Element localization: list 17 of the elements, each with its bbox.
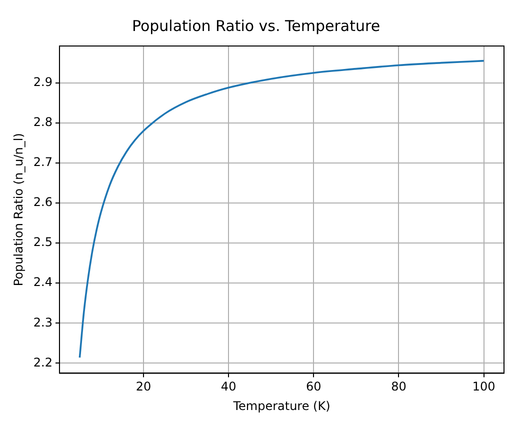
x-tick-label: 40 <box>220 380 236 394</box>
y-axis-title: Population Ratio (n_u/n_l) <box>11 133 26 286</box>
x-tick-label: 80 <box>391 380 406 394</box>
x-tick-label: 100 <box>472 380 496 394</box>
y-tick-label: 2.5 <box>33 235 52 250</box>
y-tick-label: 2.3 <box>33 315 52 330</box>
y-tick-label: 2.2 <box>33 355 52 370</box>
y-tick-label: 2.7 <box>33 155 52 170</box>
x-tick-label: 20 <box>136 380 152 394</box>
y-tick-label: 2.4 <box>33 275 52 290</box>
chart-title: Population Ratio vs. Temperature <box>132 16 380 35</box>
y-tick-label: 2.6 <box>33 195 52 210</box>
line-series <box>78 60 485 358</box>
y-tick-label: 2.8 <box>33 115 52 130</box>
y-tick-label: 2.9 <box>33 74 52 89</box>
x-axis-title: Temperature (K) <box>232 398 330 413</box>
x-tick-label: 60 <box>306 380 322 394</box>
